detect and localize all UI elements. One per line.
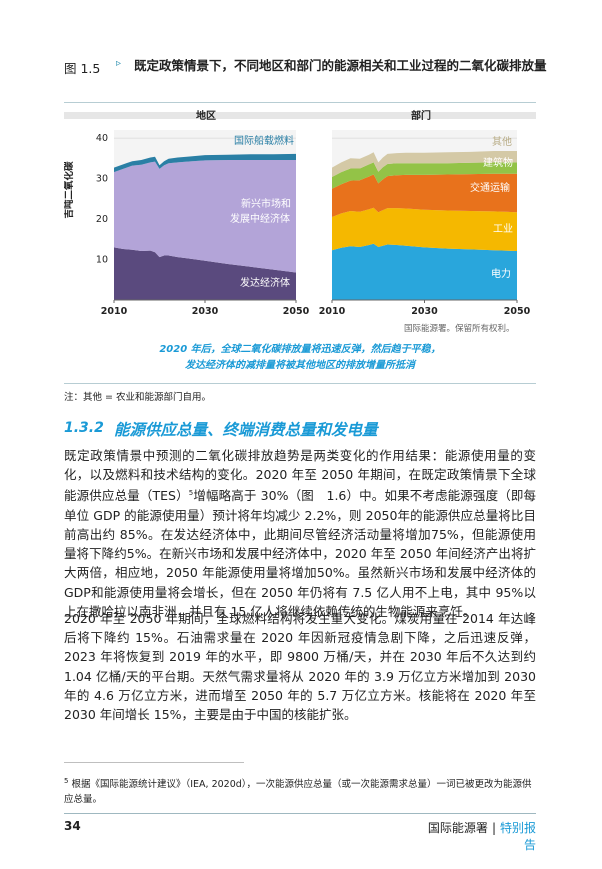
x-tick-label: 2050 xyxy=(283,306,310,317)
y-tick-label: 30 xyxy=(96,174,108,185)
x-tick-label: 2030 xyxy=(411,306,438,317)
caption-rule xyxy=(64,383,536,384)
other-label: 其他 xyxy=(492,135,512,148)
sector-chart-title: 部门 xyxy=(411,109,431,122)
y-tick-label: 10 xyxy=(96,255,108,266)
other-area xyxy=(332,151,517,177)
body-paragraph: 既定政策情景中预测的二氧化碳排放趋势是两类变化的作用结果：能源使用量的变化，以及… xyxy=(64,446,536,621)
footer-org: 国际能源署 xyxy=(427,821,488,835)
footer-publication: 国际能源署 | 特别报告 xyxy=(418,819,536,853)
caption-line: 发达经济体的减排量将被其他地区的排放增量所抵消 xyxy=(185,360,415,371)
emerging-economies-label: 发展中经济体 xyxy=(230,212,290,225)
footer-separator: | xyxy=(491,821,496,835)
figure-label: 图 1.5 xyxy=(64,61,101,76)
figure-arrow-icon: ▹ xyxy=(116,58,122,69)
advanced-economies-area xyxy=(114,247,296,300)
emerging-economies-label: 新兴市场和 xyxy=(241,197,291,210)
figure-caption: 2020 年后，全球二氧化碳排放量将迅速反弹，然后趋于平稳， 发达经济体的减排量… xyxy=(64,342,536,374)
power-label: 电力 xyxy=(491,267,511,280)
para1-text-b: 增幅略高于 30%（图 1.6）中。如果不考虑能源强度（即每单位 GDP 的能源… xyxy=(64,488,536,619)
footnote: 5 根据《国际能源统计建议》（IEA, 2020d），一次能源供应总量（或一次能… xyxy=(64,774,536,807)
x-tick-label: 2010 xyxy=(319,306,346,317)
page-number: 34 xyxy=(64,819,81,833)
section-title: 能源供应总量、终端消费总量和发电量 xyxy=(114,421,378,439)
buildings-label: 建筑物 xyxy=(483,156,513,169)
figure-copyright: 国际能源署。保留所有权利。 xyxy=(404,324,515,334)
emerging-economies-area xyxy=(114,160,296,273)
power-area xyxy=(332,243,517,300)
y-axis-label: 吉吨二氧化碳 xyxy=(64,161,75,219)
caption-line: 2020 年后，全球二氧化碳排放量将迅速反弹，然后趋于平稳， xyxy=(159,344,441,355)
y-tick-label: 20 xyxy=(96,214,108,225)
international-bunkers-area xyxy=(114,153,296,173)
industry-label: 工业 xyxy=(493,223,513,235)
transport-area xyxy=(332,173,517,217)
x-tick-label: 2030 xyxy=(192,306,219,317)
advanced-economies-label: 发达经济体 xyxy=(240,276,290,289)
body-paragraph: 2020 年至 2050 年期间，全球燃料结构将发生重大变化。煤炭用量在 201… xyxy=(64,611,536,723)
transport-label: 交通运输 xyxy=(470,181,510,194)
international-bunkers-label: 国际船载燃料 xyxy=(234,134,294,147)
figure-note: 注：其他 = 农业和能源部门自用。 xyxy=(64,392,211,403)
x-tick-label: 2050 xyxy=(504,306,531,317)
section-number: 1.3.2 xyxy=(64,420,104,436)
chart-title-band xyxy=(64,112,536,119)
footer-series: 特别报告 xyxy=(499,821,536,852)
buildings-area xyxy=(332,162,517,189)
region-chart-title: 地区 xyxy=(196,109,216,122)
footnote-rule xyxy=(64,762,244,763)
figure-top-rule xyxy=(64,102,536,103)
footnote-text: 根据《国际能源统计建议》（IEA, 2020d），一次能源供应总量（或一次能源需… xyxy=(64,779,532,806)
footer-rule xyxy=(64,813,536,814)
industry-area xyxy=(332,207,517,251)
footnote-ref[interactable]: 5 xyxy=(188,489,194,498)
figure-title: 既定政策情景下，不同地区和部门的能源相关和工业过程的二氧化碳排放量 xyxy=(134,58,547,73)
y-tick-label: 40 xyxy=(96,133,108,144)
x-tick-label: 2010 xyxy=(101,306,128,317)
para1-text-a: 既定政策情景中预测的二氧化碳排放趋势是两类变化的作用结果：能源使用量的变化，以及… xyxy=(64,448,536,504)
footnote-number: 5 xyxy=(64,777,69,785)
